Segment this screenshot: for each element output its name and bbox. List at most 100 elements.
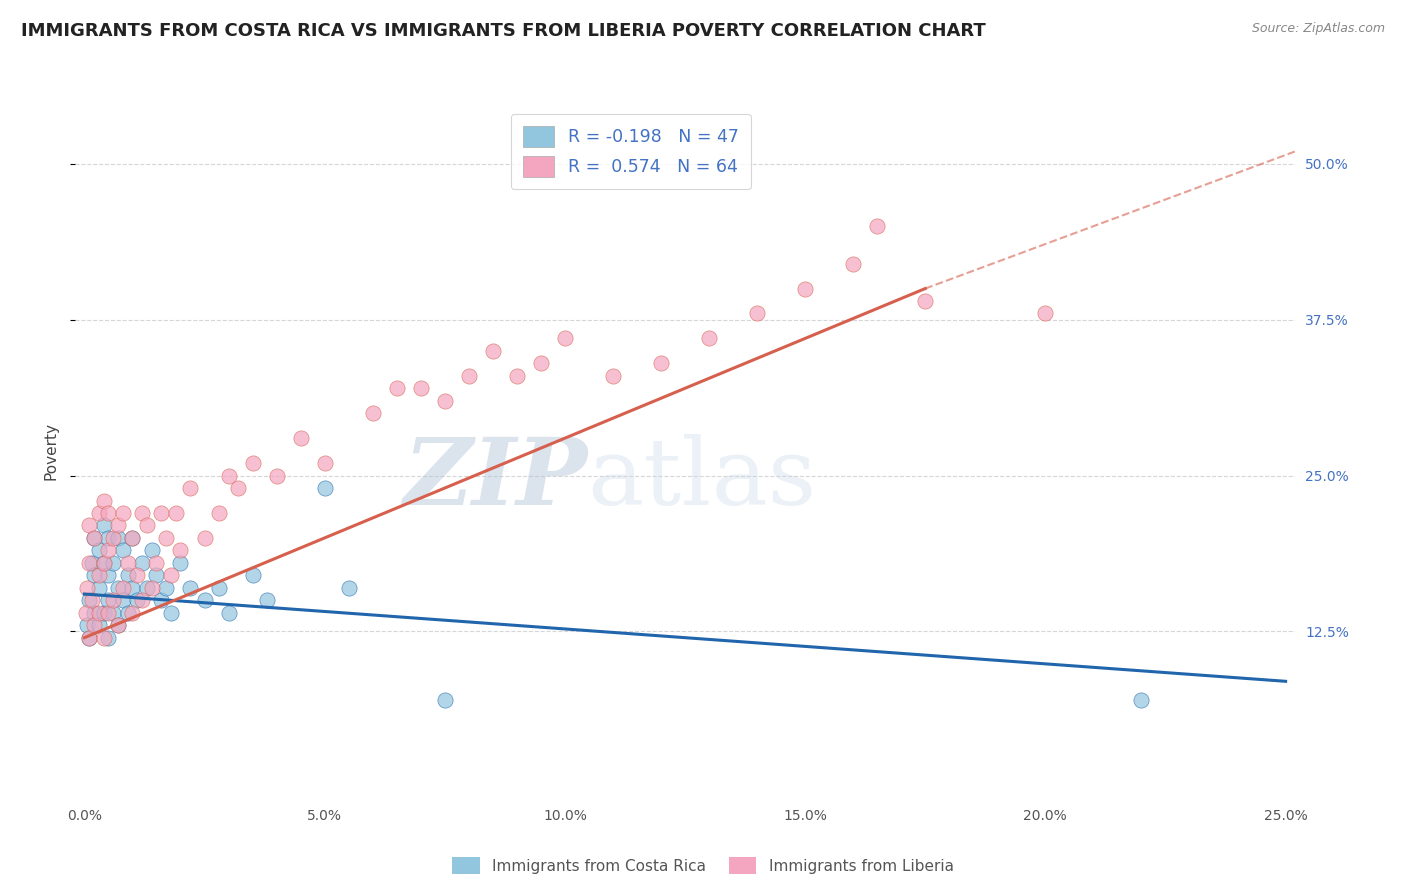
Point — [77, 556, 100, 570]
Point — [77, 631, 100, 645]
Point — [107, 581, 129, 595]
Point — [87, 581, 110, 595]
Point — [131, 506, 153, 520]
Point — [77, 631, 100, 645]
Point — [75, 606, 97, 620]
Point — [337, 581, 360, 595]
Point — [135, 518, 157, 533]
Point — [103, 593, 125, 607]
Point — [256, 593, 278, 607]
Point — [169, 556, 191, 570]
Point — [76, 618, 98, 632]
Point — [530, 356, 553, 370]
Point — [83, 606, 105, 620]
Point — [127, 568, 149, 582]
Point — [87, 568, 110, 582]
Point — [150, 593, 173, 607]
Point — [87, 618, 110, 632]
Point — [361, 406, 384, 420]
Legend: Immigrants from Costa Rica, Immigrants from Liberia: Immigrants from Costa Rica, Immigrants f… — [446, 851, 960, 880]
Point — [433, 693, 456, 707]
Point — [111, 581, 134, 595]
Point — [193, 531, 215, 545]
Point — [155, 581, 177, 595]
Point — [97, 506, 120, 520]
Point — [842, 257, 865, 271]
Point — [76, 581, 98, 595]
Point — [87, 506, 110, 520]
Point — [314, 456, 336, 470]
Point — [97, 606, 120, 620]
Point — [77, 518, 100, 533]
Point — [179, 481, 201, 495]
Point — [93, 556, 115, 570]
Point — [208, 581, 231, 595]
Point — [107, 618, 129, 632]
Point — [290, 431, 312, 445]
Point — [121, 581, 143, 595]
Point — [131, 556, 153, 570]
Point — [77, 593, 100, 607]
Point — [385, 381, 408, 395]
Point — [242, 456, 264, 470]
Point — [121, 531, 143, 545]
Point — [457, 368, 479, 383]
Point — [111, 506, 134, 520]
Point — [97, 631, 120, 645]
Point — [218, 468, 240, 483]
Point — [83, 531, 105, 545]
Text: ZIP: ZIP — [404, 434, 588, 524]
Point — [141, 543, 163, 558]
Point — [97, 531, 120, 545]
Point — [169, 543, 191, 558]
Point — [83, 531, 105, 545]
Point — [87, 543, 110, 558]
Point — [1035, 306, 1057, 320]
Point — [135, 581, 157, 595]
Point — [409, 381, 432, 395]
Point — [141, 581, 163, 595]
Point — [111, 593, 134, 607]
Point — [131, 593, 153, 607]
Point — [179, 581, 201, 595]
Point — [242, 568, 264, 582]
Point — [117, 568, 139, 582]
Point — [107, 518, 129, 533]
Point — [433, 393, 456, 408]
Legend: R = -0.198   N = 47, R =  0.574   N = 64: R = -0.198 N = 47, R = 0.574 N = 64 — [510, 113, 751, 189]
Point — [121, 531, 143, 545]
Point — [103, 606, 125, 620]
Point — [80, 556, 103, 570]
Point — [145, 556, 167, 570]
Point — [87, 606, 110, 620]
Point — [155, 531, 177, 545]
Point — [117, 556, 139, 570]
Point — [127, 593, 149, 607]
Point — [93, 518, 115, 533]
Point — [866, 219, 889, 234]
Point — [506, 368, 529, 383]
Point — [554, 331, 576, 345]
Text: atlas: atlas — [588, 434, 817, 524]
Text: Source: ZipAtlas.com: Source: ZipAtlas.com — [1251, 22, 1385, 36]
Point — [150, 506, 173, 520]
Point — [226, 481, 249, 495]
Point — [602, 368, 624, 383]
Point — [93, 556, 115, 570]
Point — [117, 606, 139, 620]
Point — [208, 506, 231, 520]
Point — [745, 306, 768, 320]
Point — [914, 293, 936, 308]
Point — [111, 543, 134, 558]
Point — [266, 468, 288, 483]
Point — [97, 593, 120, 607]
Point — [218, 606, 240, 620]
Point — [165, 506, 187, 520]
Point — [121, 606, 143, 620]
Point — [103, 556, 125, 570]
Point — [103, 531, 125, 545]
Point — [650, 356, 672, 370]
Point — [160, 568, 183, 582]
Point — [107, 618, 129, 632]
Text: IMMIGRANTS FROM COSTA RICA VS IMMIGRANTS FROM LIBERIA POVERTY CORRELATION CHART: IMMIGRANTS FROM COSTA RICA VS IMMIGRANTS… — [21, 22, 986, 40]
